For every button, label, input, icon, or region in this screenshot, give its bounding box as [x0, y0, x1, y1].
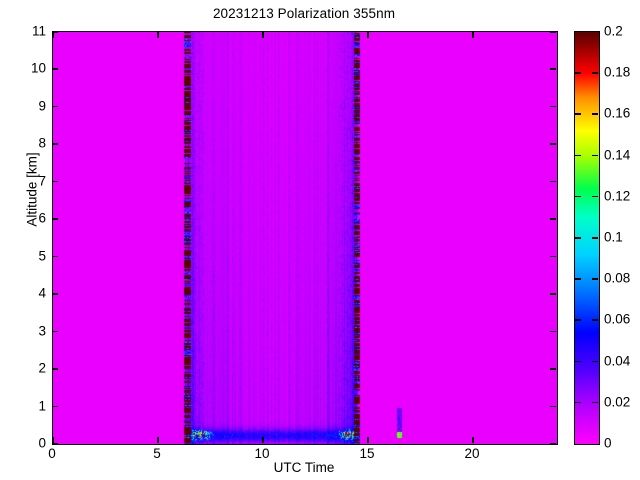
colorbar-tick-label: 0.18 — [604, 64, 631, 80]
colorbar-tick-label: 0.16 — [604, 105, 631, 121]
y-tick-mark-right — [550, 180, 556, 183]
x-tick-mark — [157, 437, 159, 443]
colorbar-tick-mark — [575, 360, 581, 363]
y-tick-label: 6 — [38, 210, 46, 226]
colorbar-tick-label: 0.14 — [604, 147, 631, 163]
y-tick-mark — [52, 218, 58, 220]
colorbar-tick-label: 0.06 — [604, 311, 631, 327]
y-tick-mark — [52, 368, 58, 370]
colorbar-tick-label: 0.2 — [604, 23, 623, 39]
x-tick-mark — [262, 437, 264, 443]
x-axis-label: UTC Time — [273, 460, 335, 475]
y-tick-mark — [52, 255, 58, 258]
y-tick-label: 4 — [38, 285, 46, 301]
colorbar-tick-mark — [575, 154, 581, 157]
y-tick-mark-right — [550, 255, 556, 258]
colorbar-tick-label: 0.02 — [604, 394, 631, 410]
y-tick-mark-right — [550, 105, 556, 108]
x-tick-mark-top — [367, 32, 369, 38]
colorbar-tick-mark — [592, 237, 598, 239]
y-tick-label: 10 — [30, 60, 46, 76]
y-tick-mark-right — [550, 218, 556, 220]
y-tick-mark — [52, 68, 58, 70]
y-tick-mark-right — [550, 143, 556, 145]
colorbar-tick-mark — [592, 360, 598, 363]
x-tick-mark — [367, 437, 369, 443]
x-tick-mark-top — [157, 32, 159, 38]
x-tick-mark-top — [472, 32, 474, 38]
y-axis-ticks: 0 1 2 3 4 5 6 7 8 9 10 11 — [0, 24, 46, 451]
y-tick-label: 3 — [38, 323, 46, 339]
colorbar-tick-mark — [592, 154, 598, 157]
colorbar-tick-label: 0.04 — [604, 353, 631, 369]
y-tick-mark — [52, 180, 58, 183]
y-tick-label: 5 — [38, 248, 46, 264]
colorbar-tick-mark — [575, 72, 581, 74]
y-tick-mark-right — [550, 443, 556, 445]
colorbar-tick-mark — [592, 401, 598, 404]
y-tick-mark — [52, 105, 58, 108]
y-tick-mark — [52, 443, 58, 445]
heatmap-image — [53, 32, 557, 444]
x-tick-mark-top — [52, 32, 54, 38]
x-tick-label: 0 — [48, 446, 56, 461]
x-tick-mark — [52, 437, 54, 443]
y-tick-label: 7 — [38, 173, 46, 189]
y-tick-mark — [52, 293, 58, 295]
colorbar-tick-mark — [575, 278, 581, 280]
y-tick-label: 2 — [38, 360, 46, 376]
x-tick-label: 20 — [464, 446, 480, 461]
colorbar-tick-mark — [592, 72, 598, 74]
y-tick-label: 1 — [38, 398, 46, 414]
y-tick-label: 0 — [38, 435, 46, 451]
colorbar-tick-mark — [592, 278, 598, 280]
colorbar-tick-label: 0 — [604, 435, 612, 451]
colorbar-tick-mark — [592, 195, 598, 198]
y-tick-mark-right — [550, 68, 556, 70]
colorbar-tick-mark — [575, 319, 581, 321]
x-tick-label: 10 — [254, 446, 270, 461]
colorbar-tick-mark — [575, 195, 581, 198]
x-tick-mark-top — [262, 32, 264, 38]
y-tick-mark — [52, 405, 58, 408]
y-tick-mark-right — [550, 368, 556, 370]
y-tick-label: 9 — [38, 98, 46, 114]
x-tick-label: 15 — [359, 446, 375, 461]
page-title: 20231213 Polarization 355nm — [212, 6, 396, 21]
y-tick-mark — [52, 330, 58, 333]
colorbar-tick-mark — [592, 113, 598, 115]
x-tick-label: 5 — [153, 446, 161, 461]
y-tick-mark-right — [550, 31, 556, 33]
heatmap-plot-area — [52, 31, 558, 445]
colorbar-tick-mark — [592, 319, 598, 321]
colorbar-tick-label: 0.1 — [604, 229, 623, 245]
colorbar-tick-label: 0.08 — [604, 270, 631, 286]
y-tick-mark — [52, 143, 58, 145]
colorbar-tick-mark — [575, 113, 581, 115]
x-tick-mark — [472, 437, 474, 443]
colorbar-tick-mark — [575, 237, 581, 239]
y-tick-mark — [52, 31, 58, 33]
y-tick-mark-right — [550, 330, 556, 333]
y-tick-label: 8 — [38, 135, 46, 151]
y-tick-mark-right — [550, 405, 556, 408]
y-tick-label: 11 — [31, 23, 46, 39]
y-tick-mark-right — [550, 293, 556, 295]
colorbar-tick-mark — [575, 401, 581, 404]
colorbar-tick-label: 0.12 — [604, 188, 631, 204]
